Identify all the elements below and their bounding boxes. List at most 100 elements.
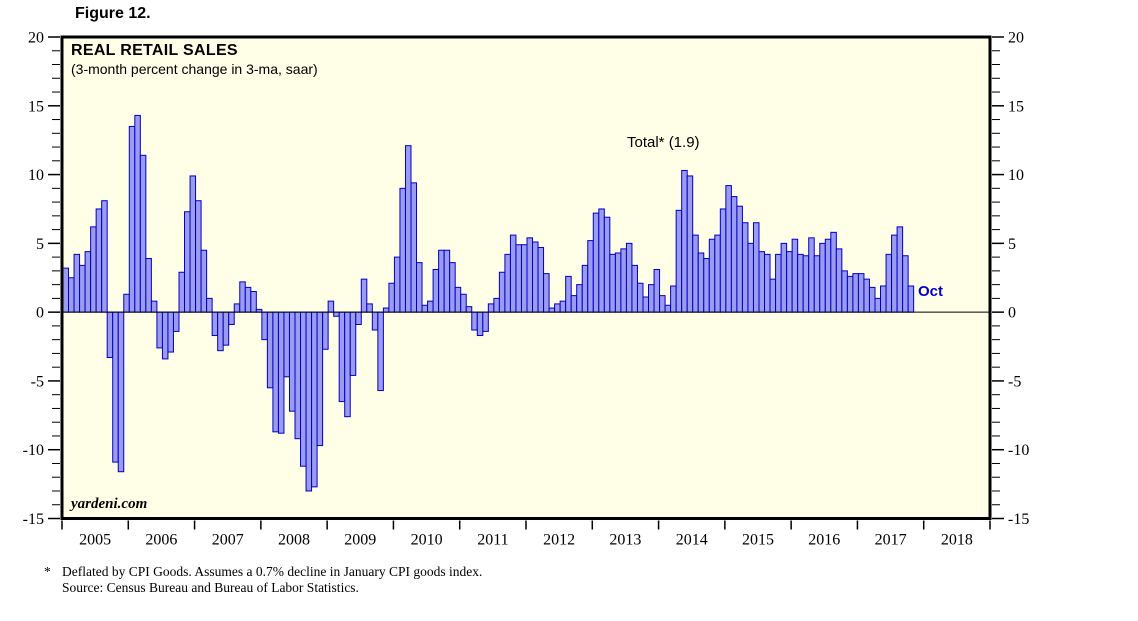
bar xyxy=(266,311,274,389)
bar xyxy=(228,311,235,326)
y-axis-label-left: 15 xyxy=(28,98,44,115)
bar xyxy=(366,303,373,313)
chart-title: REAL RETAIL SALES xyxy=(71,42,238,59)
x-axis-year-label: 2011 xyxy=(477,532,508,549)
bar xyxy=(670,285,677,313)
bar xyxy=(427,300,434,313)
bar xyxy=(382,307,390,313)
bar xyxy=(206,297,213,313)
bar xyxy=(410,182,418,313)
bar xyxy=(184,211,191,313)
bar xyxy=(250,291,257,313)
x-axis-year-label: 2012 xyxy=(543,532,575,549)
bar xyxy=(786,251,793,313)
bar xyxy=(780,242,788,313)
bar xyxy=(504,253,511,313)
y-axis-label-right: -15 xyxy=(1008,511,1029,528)
bar xyxy=(349,311,357,376)
bar xyxy=(294,311,302,440)
bar xyxy=(261,311,268,341)
y-axis-label-right: -10 xyxy=(1008,442,1029,459)
y-axis-label-right: 20 xyxy=(1008,30,1024,47)
bar xyxy=(802,255,810,313)
x-axis-year-label: 2015 xyxy=(742,532,774,549)
bar xyxy=(211,311,219,337)
bar xyxy=(896,226,904,313)
bar xyxy=(327,300,335,313)
bar xyxy=(432,269,440,313)
bar xyxy=(664,304,672,313)
bar xyxy=(195,200,202,313)
bar xyxy=(465,306,473,313)
bar xyxy=(498,271,506,313)
bar xyxy=(675,209,683,313)
bar xyxy=(598,208,605,313)
bar xyxy=(117,311,125,473)
bar xyxy=(355,311,362,326)
bar xyxy=(388,282,395,313)
bar xyxy=(714,234,721,313)
chart-subtitle: (3-month percent change in 3-ma, saar) xyxy=(71,61,318,77)
bar xyxy=(736,205,743,313)
y-axis-label-right: 5 xyxy=(1008,236,1016,253)
y-axis-label-left: 10 xyxy=(28,167,44,184)
bar xyxy=(797,253,804,313)
bar xyxy=(316,311,324,447)
bar xyxy=(145,257,152,313)
bar xyxy=(907,285,915,313)
bar xyxy=(139,154,147,313)
bar xyxy=(703,257,710,313)
x-axis-year-label: 2016 xyxy=(808,532,840,549)
bar xyxy=(880,285,887,313)
watermark: yardeni.com xyxy=(71,496,148,512)
bar xyxy=(288,311,296,412)
bar xyxy=(399,187,406,313)
bar xyxy=(90,226,97,313)
bar xyxy=(482,311,489,332)
bar xyxy=(659,295,666,313)
bar xyxy=(421,304,429,313)
bar xyxy=(581,264,589,313)
bar xyxy=(548,307,556,313)
bar xyxy=(653,269,661,313)
bar xyxy=(874,297,882,313)
bar xyxy=(106,311,114,359)
latest-month-label: Oct xyxy=(918,283,944,300)
bar xyxy=(625,242,633,313)
bar xyxy=(476,311,484,337)
bar xyxy=(846,275,854,313)
bar xyxy=(708,238,716,313)
y-axis-label-left: 5 xyxy=(36,236,44,253)
bar xyxy=(863,278,870,313)
bar xyxy=(526,237,534,313)
bar xyxy=(233,303,241,313)
x-axis-year-label: 2005 xyxy=(79,532,111,549)
bar xyxy=(648,284,655,313)
bar xyxy=(576,284,583,313)
bar xyxy=(322,311,329,350)
bar xyxy=(156,311,163,349)
bar xyxy=(852,273,859,313)
bar xyxy=(416,262,423,313)
bar xyxy=(493,297,500,313)
x-axis-year-label: 2013 xyxy=(609,532,641,549)
bar xyxy=(752,222,760,313)
bar xyxy=(112,311,119,463)
bar xyxy=(592,212,600,313)
bar xyxy=(338,311,346,403)
bar xyxy=(68,277,75,313)
bar xyxy=(84,251,92,313)
bar xyxy=(631,264,638,313)
footnote: * Deflated by CPI Goods. Assumes a 0.7% … xyxy=(44,564,482,596)
bar xyxy=(902,255,909,313)
bar xyxy=(95,208,103,313)
bar xyxy=(620,248,627,313)
footnote-line2: Source: Census Bureau and Bureau of Labo… xyxy=(62,580,359,595)
y-axis-label-left: -5 xyxy=(31,373,44,390)
bar xyxy=(570,295,578,313)
series-annotation: Total* (1.9) xyxy=(627,134,700,151)
y-axis-label-right: 10 xyxy=(1008,167,1024,184)
bar xyxy=(172,311,180,332)
